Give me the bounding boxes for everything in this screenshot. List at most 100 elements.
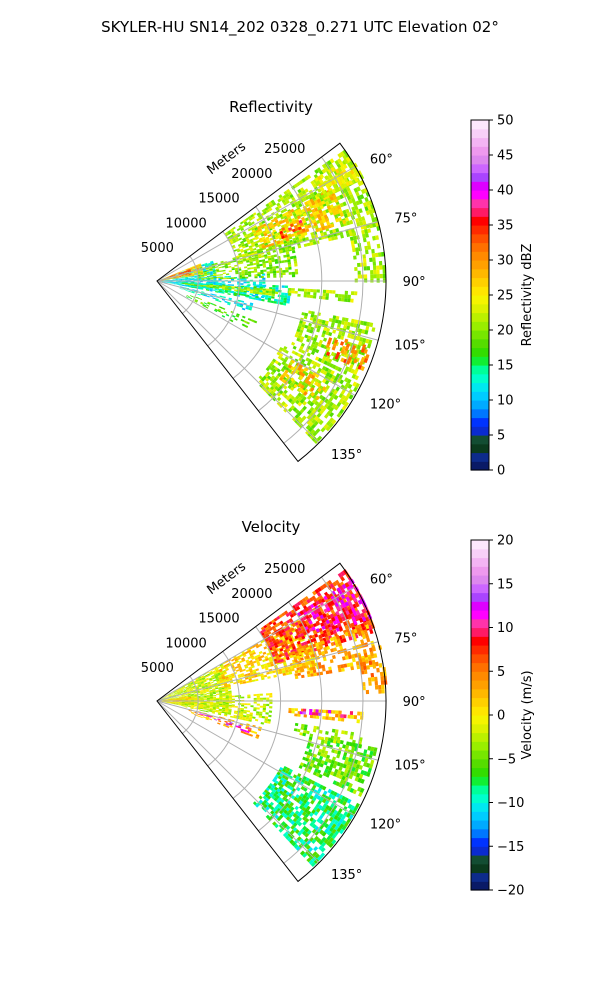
echo-cell (340, 234, 344, 239)
echo-cell (304, 176, 309, 181)
echo-cell (312, 364, 317, 370)
echo-cell (215, 298, 219, 301)
echo-cell (369, 322, 374, 328)
echo-cell (266, 671, 270, 675)
echo-cell (321, 378, 327, 384)
echo-cell (245, 217, 249, 222)
echo-cell (309, 667, 313, 671)
echo-cell (172, 276, 176, 278)
echo-cell (181, 699, 185, 701)
echo-cell (289, 194, 294, 199)
echo-cell (169, 282, 173, 283)
echo-cell (269, 692, 273, 696)
echo-cell (251, 257, 256, 260)
echo-cell (347, 298, 351, 303)
echo-cell (244, 703, 248, 706)
echo-cell (360, 320, 364, 326)
echo-cell (291, 290, 295, 294)
echo-cell (314, 341, 319, 346)
echo-cell (259, 286, 263, 289)
echo-cell (169, 277, 173, 279)
echo-cell (194, 701, 198, 703)
echo-cell (221, 281, 225, 283)
echo-cell (221, 265, 225, 268)
echo-cell (274, 219, 279, 224)
echo-cell (216, 693, 220, 695)
echo-cell (276, 215, 281, 219)
echo-cell (254, 718, 259, 722)
echo-cell (244, 234, 248, 238)
echo-cell (285, 269, 289, 273)
echo-cell (306, 338, 311, 343)
echo-cell (215, 281, 219, 283)
echo-cell (291, 203, 296, 208)
echo-cell (233, 260, 237, 263)
echo-cell (224, 265, 228, 268)
echo-cell (187, 275, 192, 277)
echo-cell (250, 250, 255, 254)
echo-cell (344, 338, 349, 344)
echo-cell (169, 282, 173, 284)
echo-cell (219, 285, 223, 287)
echo-cell (184, 285, 188, 287)
echo-cell (206, 295, 210, 298)
echo-cell (360, 188, 366, 195)
echo-cell (246, 248, 250, 251)
echo-cell (248, 245, 253, 249)
echo-cell (243, 278, 247, 280)
echo-cell (342, 160, 347, 166)
echo-cell (292, 237, 297, 242)
echo-cell (343, 188, 348, 193)
echo-cell (218, 266, 222, 269)
colorbar-segment (471, 286, 489, 296)
echo-cell (258, 650, 263, 655)
echo-cell (163, 281, 167, 283)
echo-cell (260, 254, 265, 258)
colorbar-tick-label: 10 (497, 394, 514, 409)
echo-cell (248, 222, 253, 227)
echo-cell (317, 357, 323, 363)
echo-cell (273, 223, 277, 228)
echo-cell (325, 289, 330, 294)
echo-cell (358, 328, 363, 334)
echo-cell (182, 274, 186, 276)
echo-cell (352, 235, 357, 241)
echo-cell (345, 156, 351, 163)
echo-cell (230, 284, 234, 286)
echo-cell (226, 273, 230, 276)
echo-cell (253, 241, 258, 245)
echo-cell (301, 349, 306, 354)
echo-cell (227, 275, 231, 278)
echo-cell (294, 670, 299, 674)
echo-cell (321, 168, 327, 174)
echo-cell (322, 667, 326, 672)
echo-cell (357, 262, 361, 267)
echo-cell (334, 187, 339, 193)
echo-cell (286, 298, 291, 302)
echo-cell (269, 701, 273, 704)
echo-cell (263, 254, 268, 257)
echo-cell (340, 349, 345, 354)
echo-cell (248, 296, 253, 300)
echo-cell (324, 175, 329, 181)
echo-cell (219, 703, 223, 706)
echo-cell (328, 208, 333, 214)
echo-cell (254, 274, 258, 277)
echo-cell (285, 249, 289, 253)
echo-cell (310, 192, 315, 198)
echo-cell (249, 247, 253, 250)
echo-cell (351, 197, 356, 203)
echo-cell (276, 396, 282, 402)
echo-cell (181, 276, 185, 278)
echo-cell (346, 378, 352, 384)
echo-cell (244, 252, 249, 256)
echo-cell (166, 282, 170, 283)
echo-cell (233, 292, 238, 295)
echo-cell (272, 268, 276, 272)
echo-cell (318, 227, 323, 232)
echo-cell (269, 247, 273, 251)
echo-cell (188, 266, 193, 269)
echo-cell (181, 284, 185, 286)
echo-cell (343, 396, 349, 402)
echo-cell (301, 312, 305, 316)
